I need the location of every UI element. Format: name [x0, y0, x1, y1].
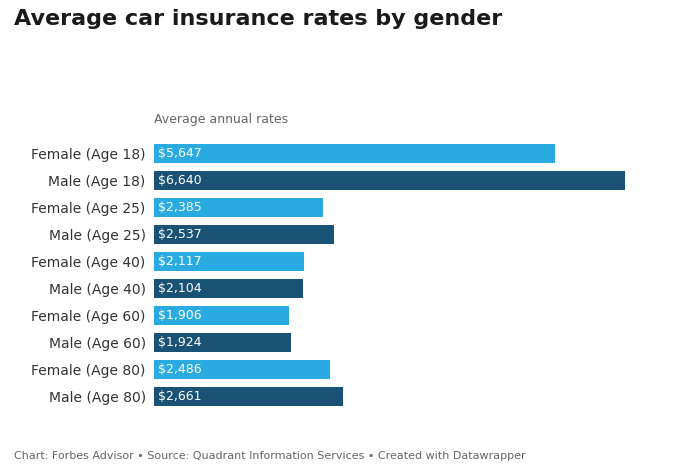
Bar: [154, 333, 290, 352]
Text: $2,537: $2,537: [158, 228, 202, 241]
Text: Average annual rates: Average annual rates: [154, 113, 288, 126]
Text: $2,117: $2,117: [158, 255, 202, 268]
Text: $2,385: $2,385: [158, 201, 202, 214]
Bar: [154, 360, 330, 379]
Bar: [154, 171, 625, 190]
Text: $6,640: $6,640: [158, 174, 202, 187]
Text: $2,661: $2,661: [158, 390, 202, 403]
Text: $2,104: $2,104: [158, 282, 202, 295]
Bar: [154, 225, 334, 244]
Text: Average car insurance rates by gender: Average car insurance rates by gender: [14, 9, 503, 29]
Text: $2,486: $2,486: [158, 363, 202, 376]
Text: Chart: Forbes Advisor • Source: Quadrant Information Services • Created with Dat: Chart: Forbes Advisor • Source: Quadrant…: [14, 452, 526, 461]
Text: $1,906: $1,906: [158, 309, 202, 322]
Bar: [154, 144, 554, 163]
Bar: [154, 387, 343, 406]
Text: $5,647: $5,647: [158, 147, 202, 160]
Text: $1,924: $1,924: [158, 336, 202, 349]
Bar: [154, 306, 289, 325]
Bar: [154, 279, 303, 298]
Bar: [154, 198, 323, 217]
Bar: [154, 252, 304, 271]
